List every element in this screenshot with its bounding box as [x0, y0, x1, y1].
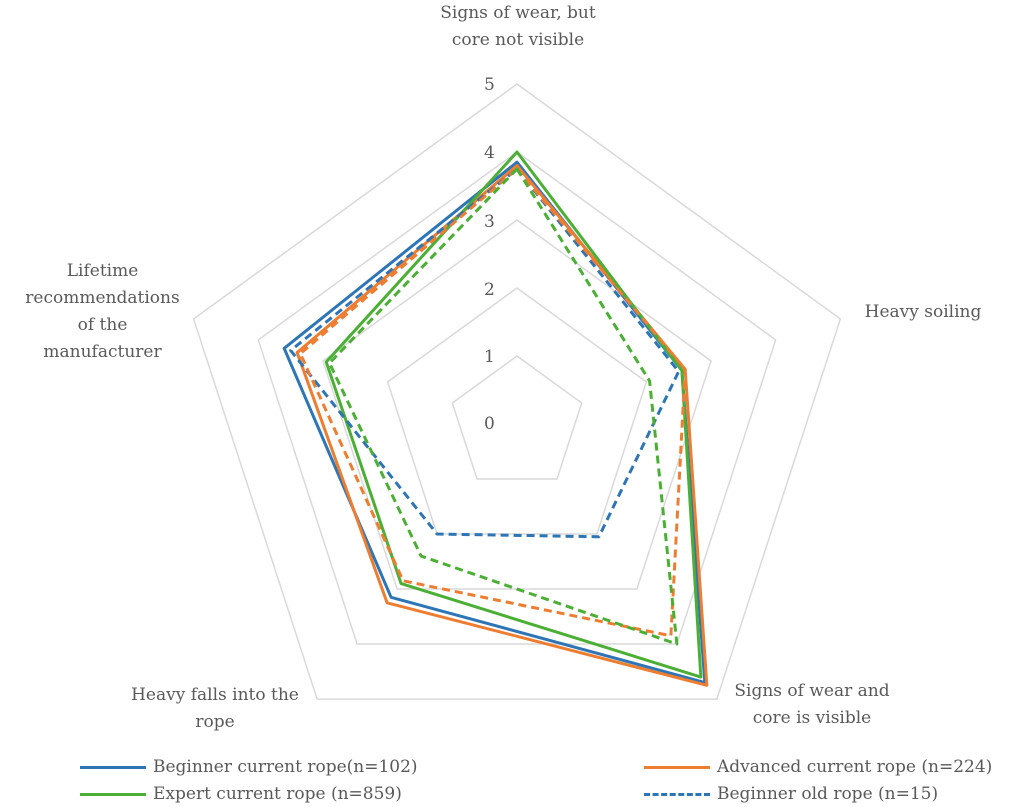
- tick-label: 4: [484, 143, 495, 163]
- axis-label-wear-core-not-visible: Signs of wear, but core not visible: [440, 3, 596, 50]
- legend-item: Expert current rope (n=859): [80, 781, 402, 807]
- series-line: [327, 167, 679, 646]
- legend-swatch-beginner-current: [80, 765, 146, 769]
- axis-label-lifetime-recommendations: Lifetime recommendations of the manufact…: [25, 261, 180, 362]
- tick-label: 2: [484, 280, 495, 300]
- tick-label: 1: [484, 347, 495, 367]
- series-line: [289, 167, 681, 539]
- legend-item: Beginner old rope (n=15): [644, 781, 938, 807]
- radar-grid: [192, 83, 842, 700]
- legend-label: Beginner old rope (n=15): [717, 784, 939, 804]
- series-line: [298, 167, 687, 638]
- grid-ring: [192, 83, 842, 700]
- axis-label-heavy-soiling: Heavy soiling: [864, 302, 982, 322]
- legend-item: Advanced current rope (n=224): [644, 754, 992, 780]
- tick-label: 5: [484, 75, 495, 95]
- grid-ring: [257, 151, 777, 645]
- tick-label: 3: [484, 212, 495, 232]
- axis-label-heavy-falls: Heavy falls into the rope: [131, 685, 299, 732]
- axis-label-wear-core-visible: Signs of wear and core is visible: [734, 681, 890, 728]
- legend-item: Beginner current rope(n=102): [80, 754, 418, 780]
- grid-ring: [451, 355, 583, 480]
- legend-label: Advanced current rope (n=224): [717, 757, 993, 777]
- legend-label: Beginner current rope(n=102): [153, 757, 418, 777]
- legend-label: Expert current rope (n=859): [153, 784, 402, 804]
- legend-swatch-expert-current: [80, 792, 146, 796]
- radar-series: [282, 150, 709, 687]
- chart-legend: Beginner current rope(n=102) Advanced cu…: [0, 752, 1015, 807]
- legend-swatch-advanced-current: [644, 765, 710, 769]
- grid-ring: [386, 287, 648, 535]
- series-line: [324, 150, 703, 679]
- tick-label: 0: [484, 414, 495, 434]
- legend-swatch-beginner-old: [644, 792, 710, 796]
